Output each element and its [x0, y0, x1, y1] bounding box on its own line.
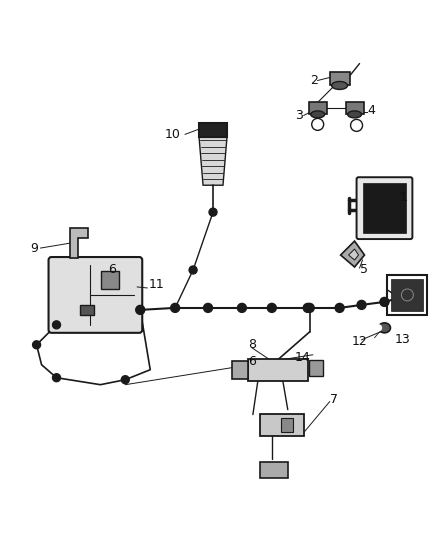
- Text: 8: 8: [248, 338, 256, 351]
- Circle shape: [305, 303, 314, 312]
- Polygon shape: [199, 138, 227, 185]
- Polygon shape: [341, 241, 364, 267]
- Circle shape: [381, 298, 389, 306]
- Circle shape: [335, 303, 344, 312]
- Bar: [392, 279, 424, 311]
- Polygon shape: [349, 249, 359, 260]
- Text: 5: 5: [360, 263, 367, 277]
- Bar: [309, 360, 323, 376]
- Bar: [260, 414, 304, 435]
- Text: 12: 12: [352, 335, 367, 348]
- Circle shape: [136, 306, 144, 314]
- Circle shape: [189, 266, 197, 274]
- Ellipse shape: [332, 82, 348, 90]
- Text: 10: 10: [165, 128, 181, 141]
- Bar: [346, 102, 364, 115]
- Text: 1: 1: [399, 191, 407, 204]
- Text: 11: 11: [148, 278, 164, 292]
- Text: 6: 6: [108, 263, 116, 277]
- Bar: [101, 271, 119, 289]
- Bar: [363, 183, 406, 233]
- Bar: [309, 102, 327, 115]
- Circle shape: [204, 303, 212, 312]
- Text: 7: 7: [330, 393, 338, 406]
- FancyBboxPatch shape: [49, 257, 142, 333]
- FancyBboxPatch shape: [357, 177, 413, 239]
- Text: 4: 4: [367, 104, 375, 117]
- Ellipse shape: [311, 111, 325, 118]
- Ellipse shape: [348, 111, 361, 118]
- Bar: [281, 417, 293, 432]
- Circle shape: [32, 341, 41, 349]
- Circle shape: [53, 374, 60, 382]
- Circle shape: [267, 303, 276, 312]
- Bar: [81, 305, 95, 315]
- Bar: [199, 123, 227, 138]
- Circle shape: [303, 303, 312, 312]
- Bar: [260, 463, 288, 479]
- Circle shape: [53, 321, 60, 329]
- Bar: [330, 71, 350, 85]
- Circle shape: [380, 297, 389, 306]
- Circle shape: [237, 303, 247, 312]
- Circle shape: [136, 305, 145, 314]
- Text: 14: 14: [295, 351, 311, 364]
- Circle shape: [121, 376, 129, 384]
- Bar: [388, 275, 427, 315]
- Bar: [232, 361, 248, 379]
- Text: 3: 3: [295, 109, 303, 122]
- Circle shape: [209, 208, 217, 216]
- Text: 9: 9: [31, 241, 39, 255]
- Circle shape: [171, 303, 180, 312]
- Circle shape: [357, 301, 366, 309]
- Text: 2: 2: [310, 74, 318, 87]
- Polygon shape: [71, 228, 88, 258]
- Circle shape: [375, 325, 381, 331]
- Bar: [248, 359, 308, 381]
- Text: 6: 6: [248, 356, 256, 368]
- Ellipse shape: [378, 323, 390, 333]
- Text: 13: 13: [395, 333, 410, 346]
